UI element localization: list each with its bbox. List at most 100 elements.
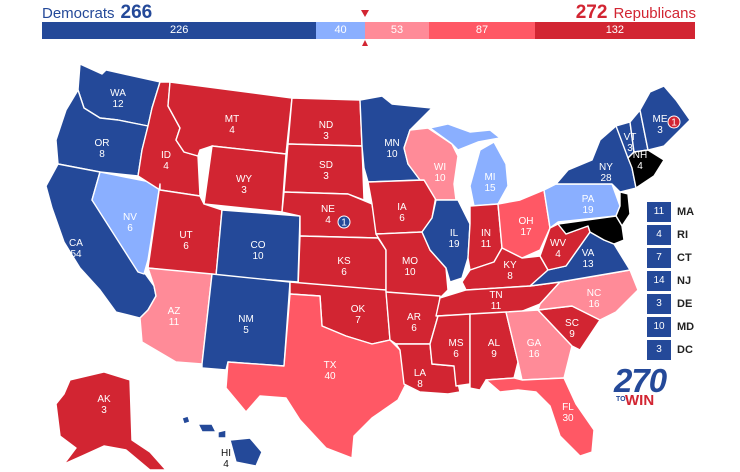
small-state-votes[interactable]: 3	[647, 294, 671, 314]
state-votes-mo: 10	[404, 267, 416, 278]
state-mi[interactable]	[469, 141, 509, 207]
state-label-pa: PA	[582, 194, 595, 205]
state-mt[interactable]	[167, 81, 293, 157]
state-label-sd: SD	[319, 160, 333, 171]
small-state-row-nj[interactable]: 14 NJ	[647, 271, 691, 291]
small-state-row-ri[interactable]: 4 RI	[647, 225, 688, 245]
small-state-row-ma[interactable]: 11 MA	[647, 202, 694, 222]
state-votes-wv: 4	[555, 249, 561, 260]
state-votes-il: 19	[448, 239, 460, 250]
state-votes-ne: 4	[325, 215, 331, 226]
state-votes-nc: 16	[588, 299, 600, 310]
270towin-logo: 270 TO WIN	[614, 362, 684, 409]
state-label-ok: OK	[351, 304, 366, 315]
state-label-nc: NC	[587, 288, 601, 299]
state-fl[interactable]	[485, 377, 595, 457]
state-label-nm: NM	[238, 314, 254, 325]
state-votes-ky: 8	[507, 271, 513, 282]
state-label-mt: MT	[225, 114, 239, 125]
state-hi-islands[interactable]	[181, 415, 227, 439]
state-votes-tn: 11	[491, 301, 502, 312]
state-tx[interactable]	[225, 293, 407, 459]
small-state-votes[interactable]: 4	[647, 225, 671, 245]
state-votes-mn: 10	[386, 149, 398, 160]
tally-segment: 226	[42, 22, 317, 39]
state-label-vt: VT	[624, 132, 637, 143]
small-state-votes[interactable]: 7	[647, 248, 671, 268]
state-votes-ms: 6	[453, 349, 459, 360]
state-label-me: ME	[653, 114, 668, 125]
state-votes-nm: 5	[243, 325, 249, 336]
state-md[interactable]	[557, 215, 625, 245]
logo-to: TO	[616, 396, 626, 403]
state-votes-ny: 28	[600, 173, 612, 184]
tally-segment: 40	[316, 22, 365, 39]
state-votes-co: 10	[252, 251, 264, 262]
state-votes-nv: 6	[127, 223, 133, 234]
state-label-wv: WV	[550, 238, 566, 249]
state-label-nv: NV	[123, 212, 137, 223]
state-label-ak: AK	[97, 394, 111, 405]
state-votes-tx: 40	[324, 371, 336, 382]
state-label-wi: WI	[434, 162, 446, 173]
state-label-ne: NE	[321, 204, 335, 215]
small-state-votes[interactable]: 3	[647, 340, 671, 360]
republicans-total: 272	[575, 2, 608, 23]
state-label-la: LA	[414, 368, 427, 379]
state-label-ia: IA	[397, 202, 407, 213]
small-state-name: MA	[677, 206, 695, 218]
state-votes-me: 3	[657, 125, 663, 136]
state-votes-ia: 6	[399, 213, 405, 224]
state-label-ky: KY	[503, 260, 517, 271]
state-il[interactable]	[421, 199, 471, 283]
small-state-name: MD	[677, 321, 695, 333]
state-label-in: IN	[481, 228, 491, 239]
270-marker-top	[361, 10, 369, 17]
state-label-oh: OH	[519, 216, 534, 227]
small-state-name: RI	[677, 229, 688, 241]
small-state-votes[interactable]: 14	[647, 271, 671, 291]
small-state-votes[interactable]: 11	[647, 202, 671, 222]
state-label-tn: TN	[489, 290, 502, 301]
district-badge-me[interactable]	[667, 115, 681, 129]
small-state-row-ct[interactable]: 7 CT	[647, 248, 692, 268]
small-state-name: NJ	[677, 275, 692, 287]
state-label-mo: MO	[402, 256, 418, 267]
270-marker-bottom	[362, 40, 368, 46]
state-votes-vt: 3	[627, 143, 633, 154]
small-state-row-md[interactable]: 10 MD	[647, 317, 694, 337]
state-hi[interactable]	[229, 437, 263, 467]
state-votes-ks: 6	[341, 267, 347, 278]
state-label-ca: CA	[69, 238, 83, 249]
small-state-row-de[interactable]: 3 DE	[647, 294, 692, 314]
state-votes-pa: 19	[582, 205, 594, 216]
state-votes-va: 13	[582, 259, 594, 270]
state-ma[interactable]	[627, 149, 665, 189]
state-ak[interactable]	[55, 371, 167, 471]
state-votes-ar: 6	[411, 323, 417, 334]
state-label-or: OR	[95, 138, 110, 149]
small-state-name: CT	[677, 252, 692, 264]
democrats-label: Democrats	[42, 5, 115, 22]
small-state-row-dc[interactable]: 3 DC	[647, 340, 693, 360]
state-label-al: AL	[488, 338, 501, 349]
district-badge-ne[interactable]	[337, 215, 351, 229]
state-votes-sc: 9	[569, 329, 575, 340]
electoral-tally-bar: 226 40 53 87 132	[42, 22, 695, 39]
state-votes-wi: 10	[434, 173, 446, 184]
state-votes-mi: 15	[484, 183, 496, 194]
logo-number: 270	[614, 362, 667, 399]
state-votes-oh: 17	[520, 227, 532, 238]
state-votes-az: 11	[169, 317, 180, 328]
state-mi-upper[interactable]	[429, 123, 501, 151]
small-state-votes[interactable]: 10	[647, 317, 671, 337]
state-label-wy: WY	[236, 174, 252, 185]
district-votes-me: 1	[671, 118, 677, 129]
democrats-header: Democrats 266	[42, 2, 152, 24]
state-label-ar: AR	[407, 312, 421, 323]
state-votes-id: 4	[163, 161, 169, 172]
state-label-mi: MI	[484, 172, 495, 183]
state-me[interactable]	[639, 85, 691, 151]
state-label-sc: SC	[565, 318, 579, 329]
